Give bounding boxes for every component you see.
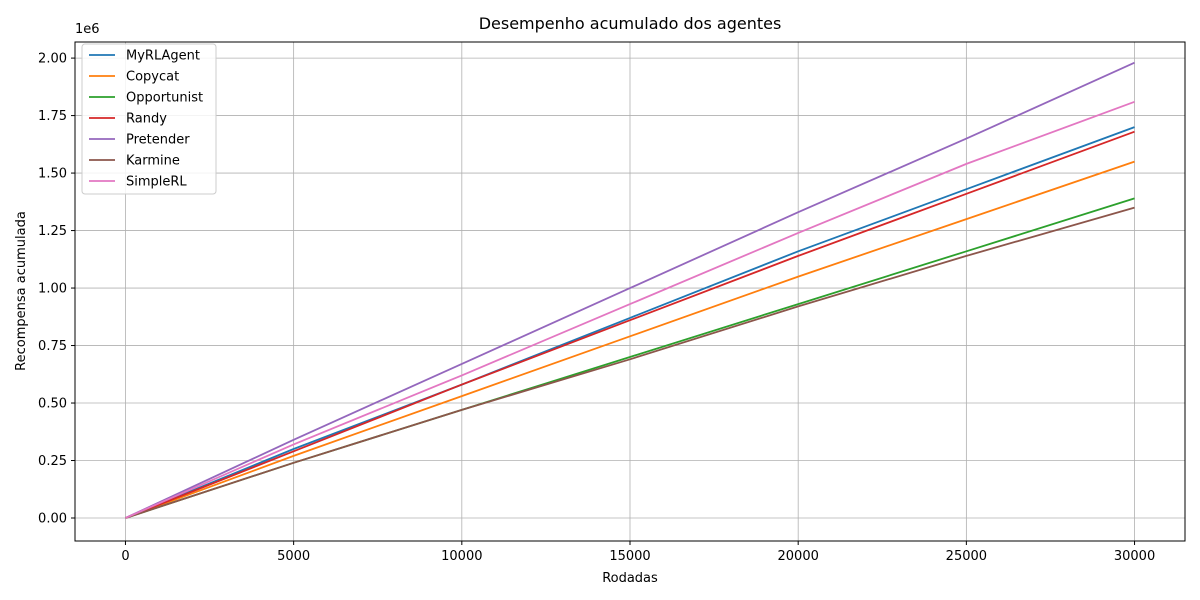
- y-tick-label: 0.25: [38, 454, 67, 469]
- x-tick-label: 25000: [946, 549, 987, 564]
- x-tick-label: 20000: [778, 549, 819, 564]
- series-line-randy: [125, 130, 1135, 519]
- y-tick-label: 1.00: [38, 282, 67, 297]
- series-group: [125, 61, 1135, 519]
- y-tick-label: 0.50: [38, 397, 67, 412]
- series-line-copycat: [125, 160, 1135, 519]
- legend-box: [81, 43, 217, 195]
- x-tick-label: 30000: [1114, 549, 1155, 564]
- series-line-pretender: [125, 61, 1135, 519]
- y-offset-text: 1e6: [75, 22, 100, 37]
- x-axis-title: Rodadas: [602, 571, 658, 586]
- y-tick-label: 1.75: [38, 109, 67, 124]
- legend-label: Randy: [126, 112, 167, 127]
- legend-label: Copycat: [126, 70, 179, 85]
- x-tick-label: 5000: [277, 549, 310, 564]
- y-tick-label: 0.00: [38, 512, 67, 527]
- y-tick-label: 1.50: [38, 167, 67, 182]
- y-axis: 0.00 0.25 0.50 0.75 1.00 1.25 1.50 1.75 2.00: [38, 52, 75, 527]
- legend: MyRLAgent Copycat Opportunist Randy Pretende…: [81, 43, 217, 195]
- series-line-myrlagent: [125, 126, 1135, 519]
- grid: [75, 42, 1185, 541]
- x-axis: 0 5000 10000 15000 20000 25000 30000: [121, 541, 1155, 564]
- y-axis-title: Recompensa acumulada: [14, 211, 29, 371]
- y-tick-label: 2.00: [38, 52, 67, 67]
- y-tick-label: 1.25: [38, 224, 67, 239]
- legend-label: SimpleRL: [126, 175, 187, 190]
- x-tick-label: 10000: [441, 549, 482, 564]
- series-line-simplerl: [125, 100, 1135, 519]
- legend-label: MyRLAgent: [126, 49, 200, 64]
- chart-title: Desempenho acumulado dos agentes: [479, 14, 782, 33]
- legend-label: Karmine: [126, 154, 180, 169]
- series-line-karmine: [125, 206, 1135, 519]
- x-tick-label: 15000: [609, 549, 650, 564]
- legend-label: Opportunist: [126, 91, 203, 106]
- x-tick-label: 0: [121, 549, 129, 564]
- legend-label: Pretender: [126, 133, 190, 148]
- y-tick-label: 0.75: [38, 339, 67, 354]
